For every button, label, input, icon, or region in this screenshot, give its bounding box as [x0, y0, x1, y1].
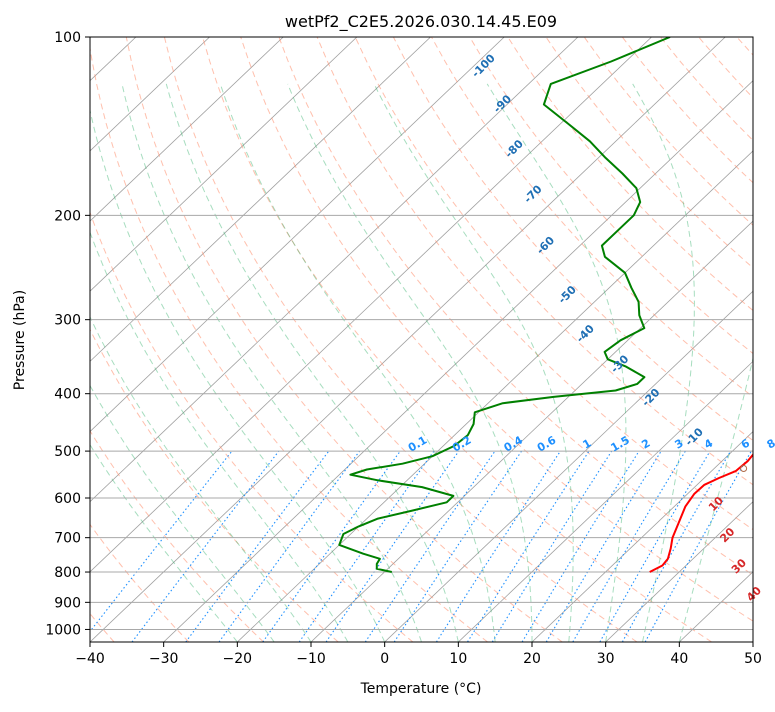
y-tick-label: 400 — [54, 387, 81, 403]
y-axis-label: Pressure (hPa) — [12, 290, 28, 390]
x-tick-label: 0 — [380, 651, 389, 667]
y-tick-label: 100 — [54, 30, 81, 46]
y-tick-label: 300 — [54, 313, 81, 329]
y-tick-label: 500 — [54, 444, 81, 460]
x-tick-label: −10 — [296, 651, 326, 667]
y-tick-label: 200 — [54, 208, 81, 224]
y-tick-label: 1000 — [45, 622, 81, 638]
x-tick-label: −40 — [75, 651, 105, 667]
x-axis-label: Temperature (°C) — [360, 681, 482, 697]
x-tick-label: 40 — [670, 651, 688, 667]
y-tick-label: 600 — [54, 491, 81, 507]
chart-title: wetPf2_C2E5.2026.030.14.45.E09 — [285, 12, 557, 32]
y-tick-label: 800 — [54, 565, 81, 581]
y-tick-label: 700 — [54, 531, 81, 547]
x-tick-label: −30 — [149, 651, 179, 667]
x-tick-label: 20 — [523, 651, 541, 667]
y-tick-label: 900 — [54, 595, 81, 611]
x-tick-label: 30 — [597, 651, 615, 667]
x-tick-label: 10 — [449, 651, 467, 667]
x-tick-label: −20 — [223, 651, 253, 667]
x-tick-label: 50 — [744, 651, 762, 667]
